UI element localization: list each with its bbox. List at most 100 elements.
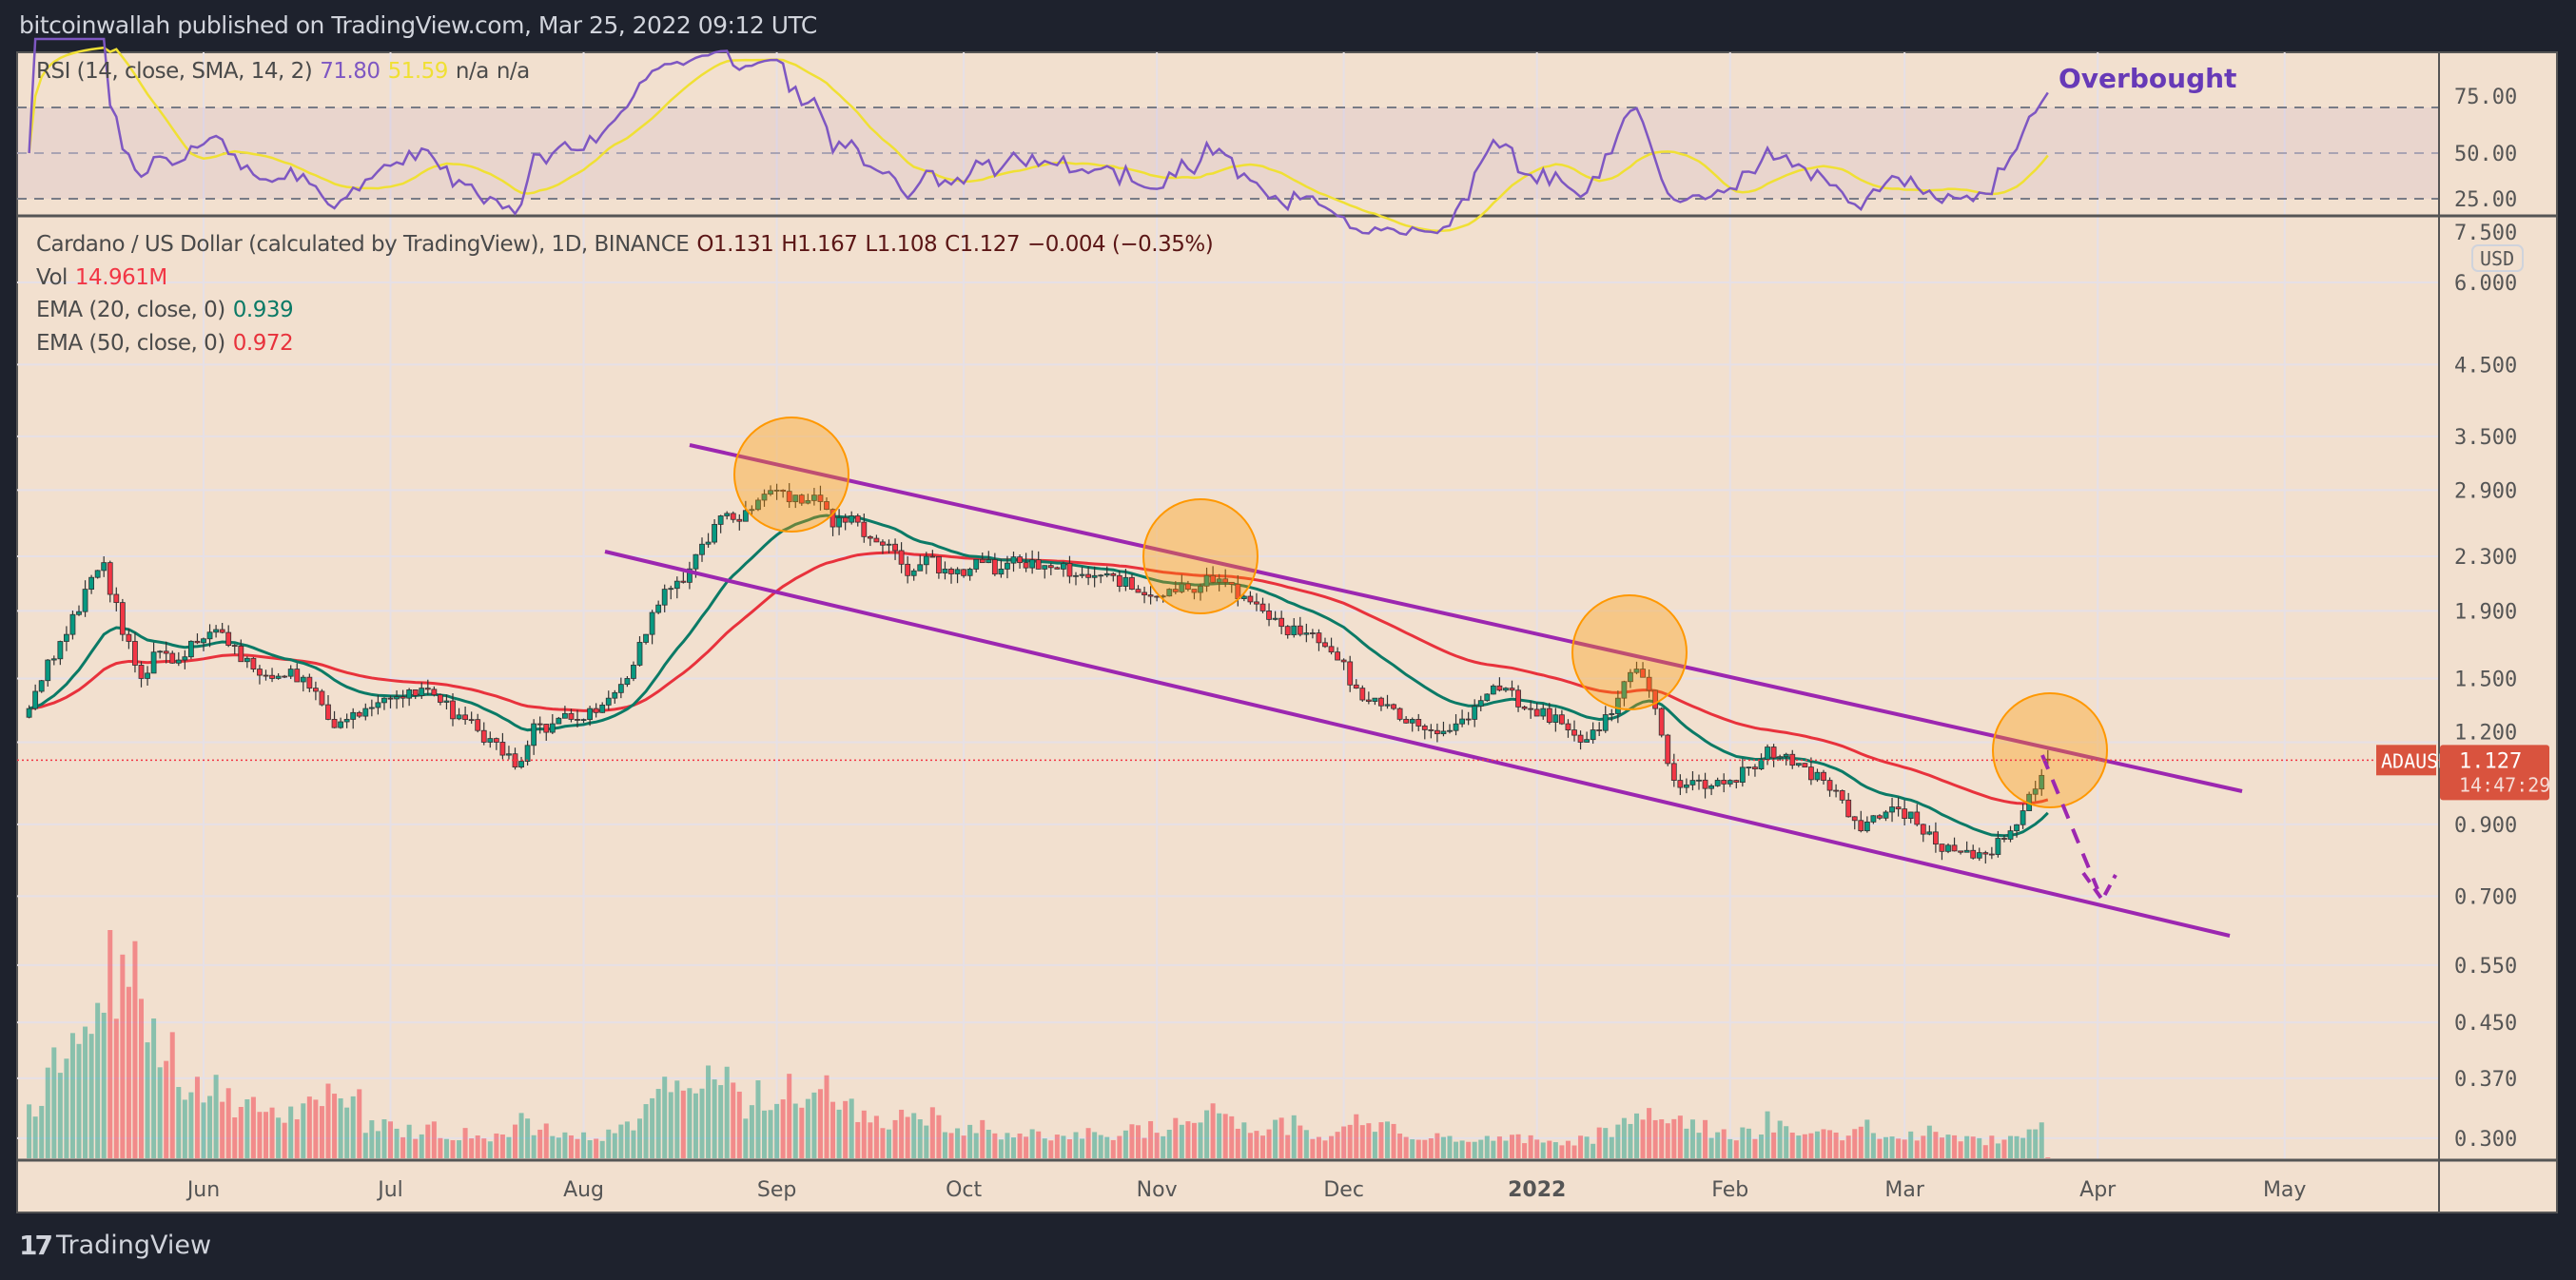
candle-body xyxy=(836,516,842,528)
candle-body xyxy=(1247,595,1254,603)
volume-series xyxy=(27,930,2051,1158)
volume-bar xyxy=(1447,1135,1453,1158)
tradingview-logo[interactable]: 17 TradingView xyxy=(19,1230,211,1261)
candle xyxy=(1185,580,1191,592)
candle-body xyxy=(138,665,145,679)
currency-button[interactable] xyxy=(2471,244,2524,272)
volume-bar xyxy=(1029,1129,1035,1158)
candle-body xyxy=(680,580,687,583)
volume-bar xyxy=(1540,1142,1546,1158)
candle xyxy=(1907,811,1914,824)
candle xyxy=(886,539,892,554)
last-price-value: 1.127 xyxy=(2459,749,2522,773)
candle xyxy=(126,629,132,650)
candle xyxy=(575,709,580,727)
candle-body xyxy=(244,657,250,663)
volume-bar xyxy=(406,1124,412,1158)
volume-bar xyxy=(1247,1133,1253,1158)
candle xyxy=(1988,846,1995,860)
volume-bar xyxy=(201,1102,206,1158)
volume-bar xyxy=(1896,1138,1902,1158)
candle xyxy=(605,690,612,710)
volume-bar xyxy=(811,1092,817,1158)
volume-bar xyxy=(1596,1127,1602,1158)
time-axis-label: Oct xyxy=(946,1178,982,1202)
candle-body xyxy=(1047,565,1054,569)
volume-bar xyxy=(1740,1127,1746,1158)
volume-bar xyxy=(1628,1123,1633,1158)
candle-body xyxy=(1328,646,1335,653)
volume-bar xyxy=(892,1119,898,1158)
volume-bar xyxy=(139,999,144,1158)
volume-bar xyxy=(1254,1131,1259,1158)
candle-body xyxy=(712,524,717,543)
candle xyxy=(587,706,593,727)
candle-body xyxy=(1571,729,1577,736)
candle-body xyxy=(182,656,188,661)
volume-bar xyxy=(1552,1142,1558,1158)
candle-body xyxy=(1222,578,1229,583)
candle xyxy=(368,699,375,717)
volume-bar xyxy=(1235,1128,1240,1158)
candle xyxy=(1216,573,1222,592)
candle xyxy=(57,640,64,666)
volume-bar xyxy=(1359,1125,1365,1158)
candle xyxy=(1814,768,1821,783)
volume-bar xyxy=(164,1060,169,1158)
candle xyxy=(811,487,817,506)
candle-body xyxy=(1091,574,1098,578)
candle-body xyxy=(742,510,749,522)
volume-bar xyxy=(805,1098,810,1158)
resistance-touch-circle xyxy=(733,417,849,533)
volume-bar xyxy=(998,1139,1004,1158)
volume-bar xyxy=(57,1073,63,1158)
price-axis-label: 1.200 xyxy=(2454,721,2517,745)
volume-bar xyxy=(169,1032,175,1158)
candle xyxy=(998,559,1005,578)
volume-bar xyxy=(1827,1130,1833,1158)
candle xyxy=(1103,566,1110,578)
volume-bar xyxy=(182,1099,187,1158)
volume-bar xyxy=(1066,1139,1072,1158)
candle xyxy=(1284,625,1291,639)
candle-body xyxy=(145,672,150,679)
candle-body xyxy=(1340,659,1347,663)
volume-bar xyxy=(674,1080,680,1158)
candle-body xyxy=(942,568,948,573)
candle xyxy=(917,554,924,572)
candle xyxy=(45,659,51,687)
candle xyxy=(1914,804,1921,826)
time-axis-label: Aug xyxy=(563,1178,604,1202)
candle-body xyxy=(761,494,768,501)
candle xyxy=(556,716,562,725)
candle xyxy=(1552,708,1559,732)
symbol-description[interactable]: Cardano / US Dollar (calculated by Tradi… xyxy=(36,232,690,257)
volume-bar xyxy=(631,1130,636,1158)
candle xyxy=(1708,784,1714,796)
candle-body xyxy=(287,669,294,677)
candle xyxy=(69,611,76,640)
candle-body xyxy=(1970,849,1977,859)
candle xyxy=(306,673,313,692)
candle xyxy=(773,483,780,500)
price-axis-label: 0.370 xyxy=(2454,1068,2517,1092)
candle-body xyxy=(693,553,699,570)
volume-bar xyxy=(2001,1139,2007,1158)
candle xyxy=(1228,581,1235,593)
volume-bar xyxy=(743,1118,749,1158)
candle-body xyxy=(1976,852,1982,859)
volume-bar xyxy=(936,1115,942,1158)
candle-body xyxy=(1216,578,1222,583)
tradingview-logo-text: TradingView xyxy=(55,1231,212,1260)
volume-bar xyxy=(643,1104,649,1158)
candle xyxy=(1303,623,1310,643)
candle-body xyxy=(1042,565,1048,570)
candle xyxy=(206,624,213,648)
candle xyxy=(419,682,425,700)
volume-bar xyxy=(693,1093,698,1158)
candle xyxy=(82,580,88,617)
candle-body xyxy=(1758,758,1765,769)
candle-body xyxy=(1372,697,1378,702)
candle-body xyxy=(1770,747,1777,759)
